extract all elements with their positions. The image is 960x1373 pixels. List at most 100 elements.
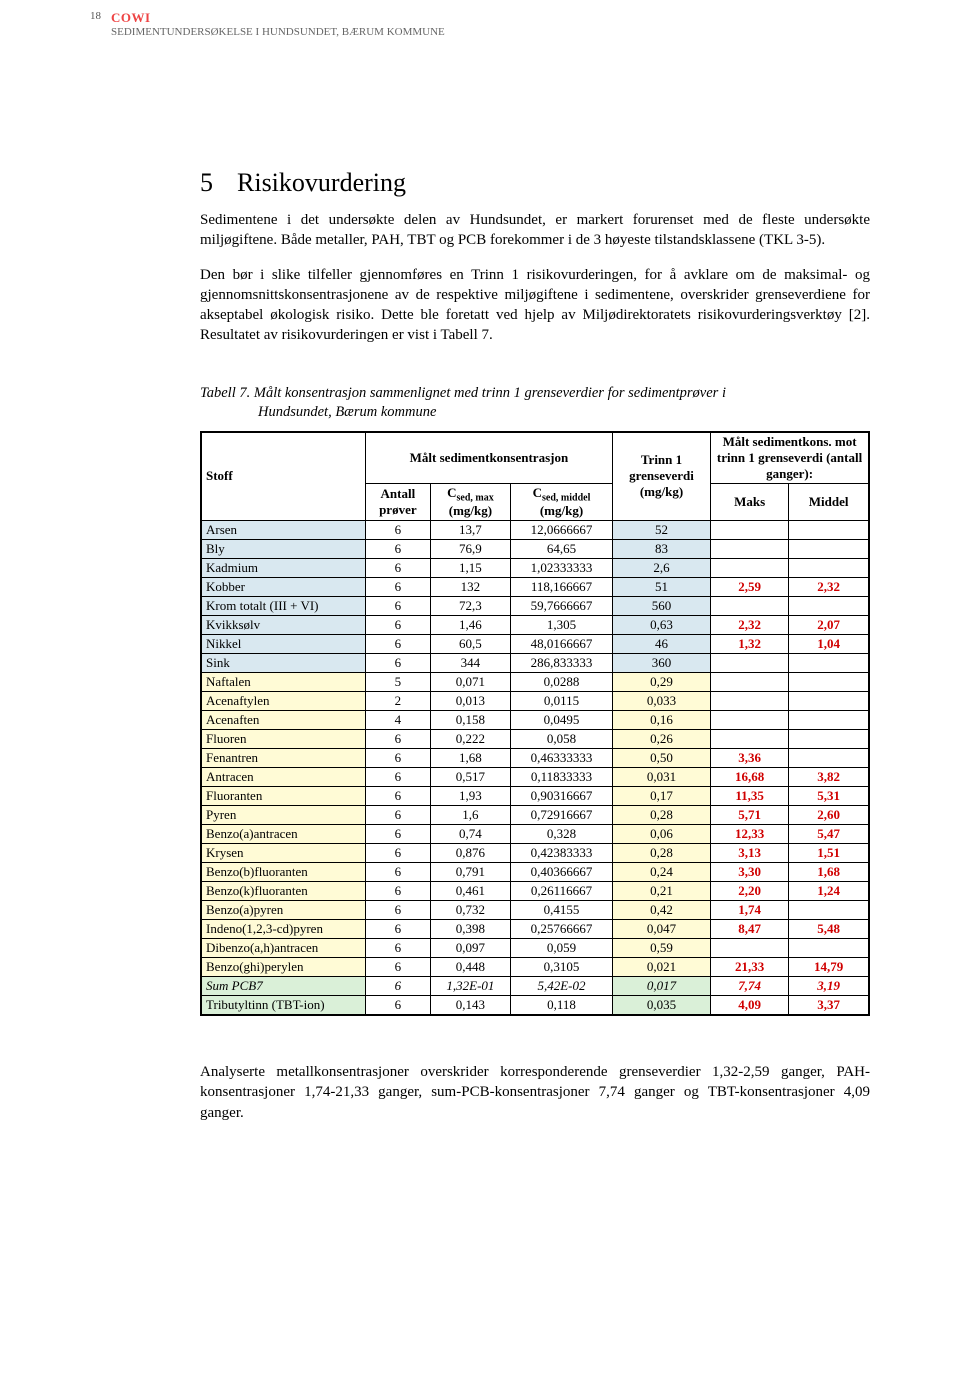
cell-max: 1,15: [430, 559, 510, 578]
table-row: Krom totalt (III + VI)672,359,7666667560: [201, 597, 869, 616]
cell-max: 72,3: [430, 597, 510, 616]
cell-mid: 0,328: [511, 825, 613, 844]
cell-thresh: 52: [612, 521, 710, 540]
table-row: Bly676,964,6583: [201, 540, 869, 559]
cell-n: 4: [365, 711, 430, 730]
cell-n: 6: [365, 863, 430, 882]
cell-middel: [789, 711, 869, 730]
cell-stoff: Pyren: [201, 806, 365, 825]
cell-n: 6: [365, 901, 430, 920]
cell-maks: 3,30: [711, 863, 789, 882]
cell-max: 0,461: [430, 882, 510, 901]
cell-n: 6: [365, 996, 430, 1016]
cell-middel: [789, 540, 869, 559]
cell-stoff: Antracen: [201, 768, 365, 787]
cell-middel: [789, 521, 869, 540]
table-row: Fenantren61,680,463333330,503,36: [201, 749, 869, 768]
table-row: Benzo(b)fluoranten60,7910,403666670,243,…: [201, 863, 869, 882]
cell-mid: 1,02333333: [511, 559, 613, 578]
cell-thresh: 0,031: [612, 768, 710, 787]
cell-middel: 3,82: [789, 768, 869, 787]
cell-thresh: 0,26: [612, 730, 710, 749]
th-stoff: Stoff: [201, 432, 365, 521]
cell-middel: 5,47: [789, 825, 869, 844]
data-table: Stoff Målt sedimentkonsentrasjon Trinn 1…: [200, 431, 870, 1017]
cell-maks: 11,35: [711, 787, 789, 806]
table-body: Arsen613,712,066666752Bly676,964,6583Kad…: [201, 521, 869, 1016]
cell-mid: 0,25766667: [511, 920, 613, 939]
cell-middel: [789, 673, 869, 692]
table-row: Sink6344286,833333360: [201, 654, 869, 673]
cell-middel: [789, 901, 869, 920]
cell-max: 0,517: [430, 768, 510, 787]
cell-stoff: Acenaften: [201, 711, 365, 730]
table-head: Stoff Målt sedimentkonsentrasjon Trinn 1…: [201, 432, 869, 521]
cell-mid: 59,7666667: [511, 597, 613, 616]
cell-max: 0,791: [430, 863, 510, 882]
cell-maks: 2,20: [711, 882, 789, 901]
cell-stoff: Indeno(1,2,3-cd)pyren: [201, 920, 365, 939]
cell-mid: 0,4155: [511, 901, 613, 920]
page-header: 18 COWI SEDIMENTUNDERSØKELSE I HUNDSUNDE…: [90, 10, 890, 38]
table-row: Fluoren60,2220,0580,26: [201, 730, 869, 749]
cell-thresh: 83: [612, 540, 710, 559]
section-heading: 5Risikovurdering: [200, 168, 870, 198]
table-row: Acenaften40,1580,04950,16: [201, 711, 869, 730]
cell-mid: 1,305: [511, 616, 613, 635]
table-row: Kvikksølv61,461,3050,632,322,07: [201, 616, 869, 635]
table-row: Naftalen50,0710,02880,29: [201, 673, 869, 692]
cell-max: 76,9: [430, 540, 510, 559]
cell-stoff: Krom totalt (III + VI): [201, 597, 365, 616]
cell-n: 6: [365, 958, 430, 977]
cell-thresh: 0,06: [612, 825, 710, 844]
cell-thresh: 0,17: [612, 787, 710, 806]
cell-maks: [711, 939, 789, 958]
cell-n: 6: [365, 521, 430, 540]
th-cmid: Csed, middel(mg/kg): [511, 483, 613, 521]
cell-max: 0,398: [430, 920, 510, 939]
table-row: Kadmium61,151,023333332,6: [201, 559, 869, 578]
cell-maks: [711, 711, 789, 730]
cell-max: 0,158: [430, 711, 510, 730]
cell-n: 6: [365, 559, 430, 578]
cell-middel: 1,51: [789, 844, 869, 863]
th-antall: Antall prøver: [365, 483, 430, 521]
cell-mid: 5,42E-02: [511, 977, 613, 996]
cell-max: 0,732: [430, 901, 510, 920]
cell-maks: [711, 654, 789, 673]
cell-n: 6: [365, 939, 430, 958]
cell-n: 6: [365, 616, 430, 635]
page-number: 18: [90, 10, 101, 22]
cell-middel: 3,19: [789, 977, 869, 996]
cell-thresh: 0,24: [612, 863, 710, 882]
cell-stoff: Kvikksølv: [201, 616, 365, 635]
cell-max: 132: [430, 578, 510, 597]
paragraph-2: Den bør i slike tilfeller gjennomføres e…: [200, 265, 870, 346]
cell-mid: 286,833333: [511, 654, 613, 673]
cell-maks: 21,33: [711, 958, 789, 977]
cell-maks: 1,32: [711, 635, 789, 654]
cell-maks: 3,36: [711, 749, 789, 768]
cell-stoff: Sum PCB7: [201, 977, 365, 996]
cell-stoff: Sink: [201, 654, 365, 673]
cell-thresh: 2,6: [612, 559, 710, 578]
cell-max: 1,68: [430, 749, 510, 768]
table-row: Antracen60,5170,118333330,03116,683,82: [201, 768, 869, 787]
cell-stoff: Fluoren: [201, 730, 365, 749]
cell-n: 6: [365, 825, 430, 844]
cell-thresh: 0,047: [612, 920, 710, 939]
cell-max: 1,46: [430, 616, 510, 635]
cell-middel: [789, 730, 869, 749]
cell-mid: 0,0288: [511, 673, 613, 692]
table-row: Krysen60,8760,423833330,283,131,51: [201, 844, 869, 863]
cell-thresh: 0,21: [612, 882, 710, 901]
cell-mid: 118,166667: [511, 578, 613, 597]
cell-n: 6: [365, 654, 430, 673]
cell-middel: [789, 597, 869, 616]
table-row: Nikkel660,548,0166667461,321,04: [201, 635, 869, 654]
cell-mid: 0,0115: [511, 692, 613, 711]
cell-middel: 5,48: [789, 920, 869, 939]
th-middel: Middel: [789, 483, 869, 521]
content: 5Risikovurdering Sedimentene i det under…: [200, 168, 870, 1123]
cell-maks: 7,74: [711, 977, 789, 996]
